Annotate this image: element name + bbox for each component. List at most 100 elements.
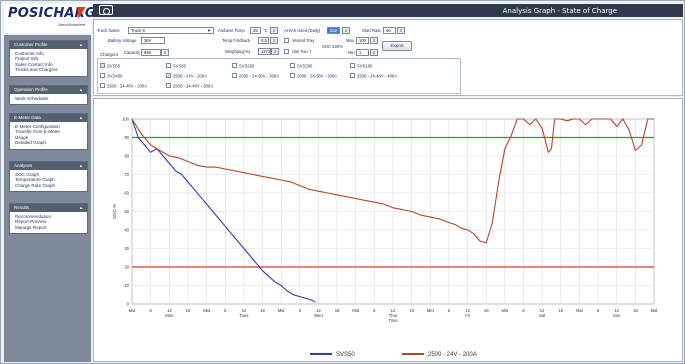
sidebar-item-trucks-and-chargers[interactable]: Trucks and Chargers — [15, 67, 58, 73]
sidebar-item-transfer-from-e-meter[interactable]: Transfer from E-Meter — [15, 129, 61, 135]
sidebar-item-sales-contact-info[interactable]: Sales Contact Info — [15, 61, 53, 67]
x-tick-label: 6 — [597, 308, 600, 313]
x-tick-label: 6 — [522, 308, 525, 313]
panel-header[interactable]: E-Meter Data ▲ — [10, 114, 87, 122]
x-tick-label: Mid — [576, 308, 583, 313]
panel-title: E-Meter Data — [14, 115, 41, 120]
capacity-input[interactable]: 859 — [141, 49, 161, 56]
ambient-temp-spinner[interactable]: ⇕ — [270, 27, 278, 34]
max-spinner[interactable]: ⇕ — [370, 37, 378, 44]
start-rate-input[interactable]: 40 — [383, 27, 396, 34]
dropdown-arrow-icon: ▼ — [206, 28, 211, 33]
checkbox[interactable] — [350, 73, 355, 79]
sidebar-item-detailed-graph[interactable]: Detailed Graph — [15, 140, 46, 146]
series-line — [131, 118, 654, 244]
panel-header[interactable]: Operation Profile ▲ — [10, 86, 87, 94]
charger-option[interactable]: 2500 - 24-48V - 300A — [166, 83, 213, 89]
panel-header[interactable]: Results ▲ — [10, 204, 87, 212]
charger-option[interactable]: 2500 - 24-48V - 200A — [100, 83, 147, 89]
sidebar-item-report-preview[interactable]: Report Preview — [15, 219, 47, 225]
sidebar-item-work-schedules[interactable]: Work Schedules — [15, 96, 49, 101]
ambient-temp-input[interactable]: 25 — [250, 27, 261, 34]
charger-label: SVS300 — [297, 63, 313, 69]
panel-header[interactable]: Analyses ▲ — [10, 162, 87, 170]
collapse-icon[interactable]: ▲ — [79, 42, 83, 47]
checkbox[interactable] — [232, 73, 237, 79]
checkbox[interactable] — [290, 63, 295, 69]
sidebar-item-usage[interactable]: Usage — [15, 134, 29, 140]
sidebar-item-soc-graph[interactable]: SOC Graph — [15, 172, 39, 177]
checkbox[interactable] — [232, 63, 237, 69]
panel-header[interactable]: Customer Profile ▲ — [10, 41, 87, 49]
capacity-spinner[interactable]: ⇕ — [161, 49, 169, 56]
charger-label: 2500 - 24-48V - 400A — [357, 73, 398, 79]
checkbox[interactable] — [100, 83, 105, 89]
sidebar-item-e-meter-configuration[interactable]: E-Meter Configuration — [15, 124, 60, 129]
y-tick-label: 0 — [127, 302, 130, 307]
temp-foldback-spinner[interactable]: ⇕ — [270, 37, 278, 44]
x-tick-label: 12 — [391, 308, 396, 313]
logo-subtext: AeroVironment — [58, 22, 85, 27]
panel-title: Analyses — [14, 163, 33, 168]
checkbox[interactable]: ✓ — [100, 63, 105, 69]
charger-option[interactable]: ✓ SVS50 — [100, 63, 120, 69]
checkbox[interactable] — [166, 63, 171, 69]
sidebar-item-charge-rate-graph[interactable]: Charge Rate Graph — [15, 182, 56, 188]
sidebar-item-customer-info[interactable]: Customer Info — [15, 51, 44, 56]
collapse-icon[interactable]: ▲ — [79, 115, 83, 120]
panel-operation-profile: Operation Profile ▲ Work Schedules — [9, 85, 88, 106]
charger-label: 2500 - 24-36V - 300A — [239, 73, 280, 79]
charger-option[interactable]: SVS400 — [100, 73, 123, 79]
export-button[interactable]: Export — [382, 41, 412, 51]
x-day-label: Wed — [314, 313, 323, 318]
start-rate-spinner[interactable]: ⇕ — [397, 27, 405, 34]
collapse-icon[interactable]: ▲ — [79, 87, 83, 92]
capacity-label: Capacity — [124, 50, 141, 55]
x-tick-label: 18 — [484, 308, 489, 313]
charger-option[interactable]: SVS300 — [290, 63, 313, 69]
charger-option[interactable]: SVS100 — [350, 63, 372, 69]
sidebar-item-manage-report[interactable]: Manage Report — [15, 224, 47, 230]
y-tick-label: 60 — [124, 191, 129, 196]
checkbox[interactable] — [290, 73, 295, 79]
charger-option[interactable]: 2500 - 24-36V - 300A — [232, 73, 280, 79]
sidebar-item-project-info[interactable]: Project Info — [15, 56, 39, 62]
collapse-icon[interactable]: ▲ — [79, 205, 83, 210]
ah-used-spinner[interactable]: ⇕ — [342, 27, 350, 34]
charger-option[interactable]: ✓ 2500 - 24V - 200A — [166, 73, 207, 79]
min-spinner[interactable]: ⇕ — [370, 49, 378, 56]
checkbox[interactable] — [100, 73, 105, 79]
battery-voltage-select[interactable]: 36V — [141, 37, 165, 44]
y-tick-label: 40 — [124, 228, 129, 233]
use-fan-checkbox[interactable] — [284, 49, 289, 54]
x-tick-label: 18 — [335, 308, 340, 313]
charger-label: SVS400 — [107, 73, 123, 79]
charger-option[interactable]: SVS200 — [232, 63, 254, 69]
title-bar: Analysis Graph - State of Charge — [93, 4, 683, 17]
ah-used-input[interactable]: 552 — [327, 27, 340, 34]
collapse-icon[interactable]: ▲ — [79, 163, 83, 168]
checkbox[interactable] — [350, 63, 355, 69]
y-tick-label: 80 — [124, 154, 129, 159]
start-rate-label: Start Rate — [362, 28, 381, 33]
truck-name-select[interactable]: Truck 8 ▼ — [128, 27, 214, 34]
min-input[interactable]: 1 — [356, 49, 369, 56]
charger-option[interactable]: SVS80 — [166, 63, 186, 69]
vented-tray-checkbox[interactable] — [284, 38, 289, 43]
sidebar-item-recommendation[interactable]: Recommendation — [15, 214, 52, 219]
panel-title: Results — [14, 205, 30, 210]
checkbox[interactable] — [166, 83, 171, 89]
legend-label: 2500 - 24V - 200A — [428, 352, 477, 358]
x-tick-label: 6 — [448, 308, 451, 313]
weighting-spinner[interactable]: ⇕ — [271, 48, 279, 55]
max-input[interactable]: 100 — [356, 37, 369, 44]
ambient-temp-unit: °C — [263, 28, 268, 33]
charger-option[interactable]: 2500 - 24-48V - 400A — [350, 73, 398, 79]
checkbox[interactable]: ✓ — [166, 73, 171, 79]
sidebar-item-temperature-graph[interactable]: Temperature Graph — [15, 177, 55, 183]
camera-icon[interactable] — [99, 5, 113, 15]
temp-foldback-input[interactable]: 0.5 — [258, 37, 269, 44]
weighting-input[interactable]: 1272 — [258, 48, 271, 55]
charger-option[interactable]: 2500 - 24-36V - 300A — [290, 73, 337, 79]
